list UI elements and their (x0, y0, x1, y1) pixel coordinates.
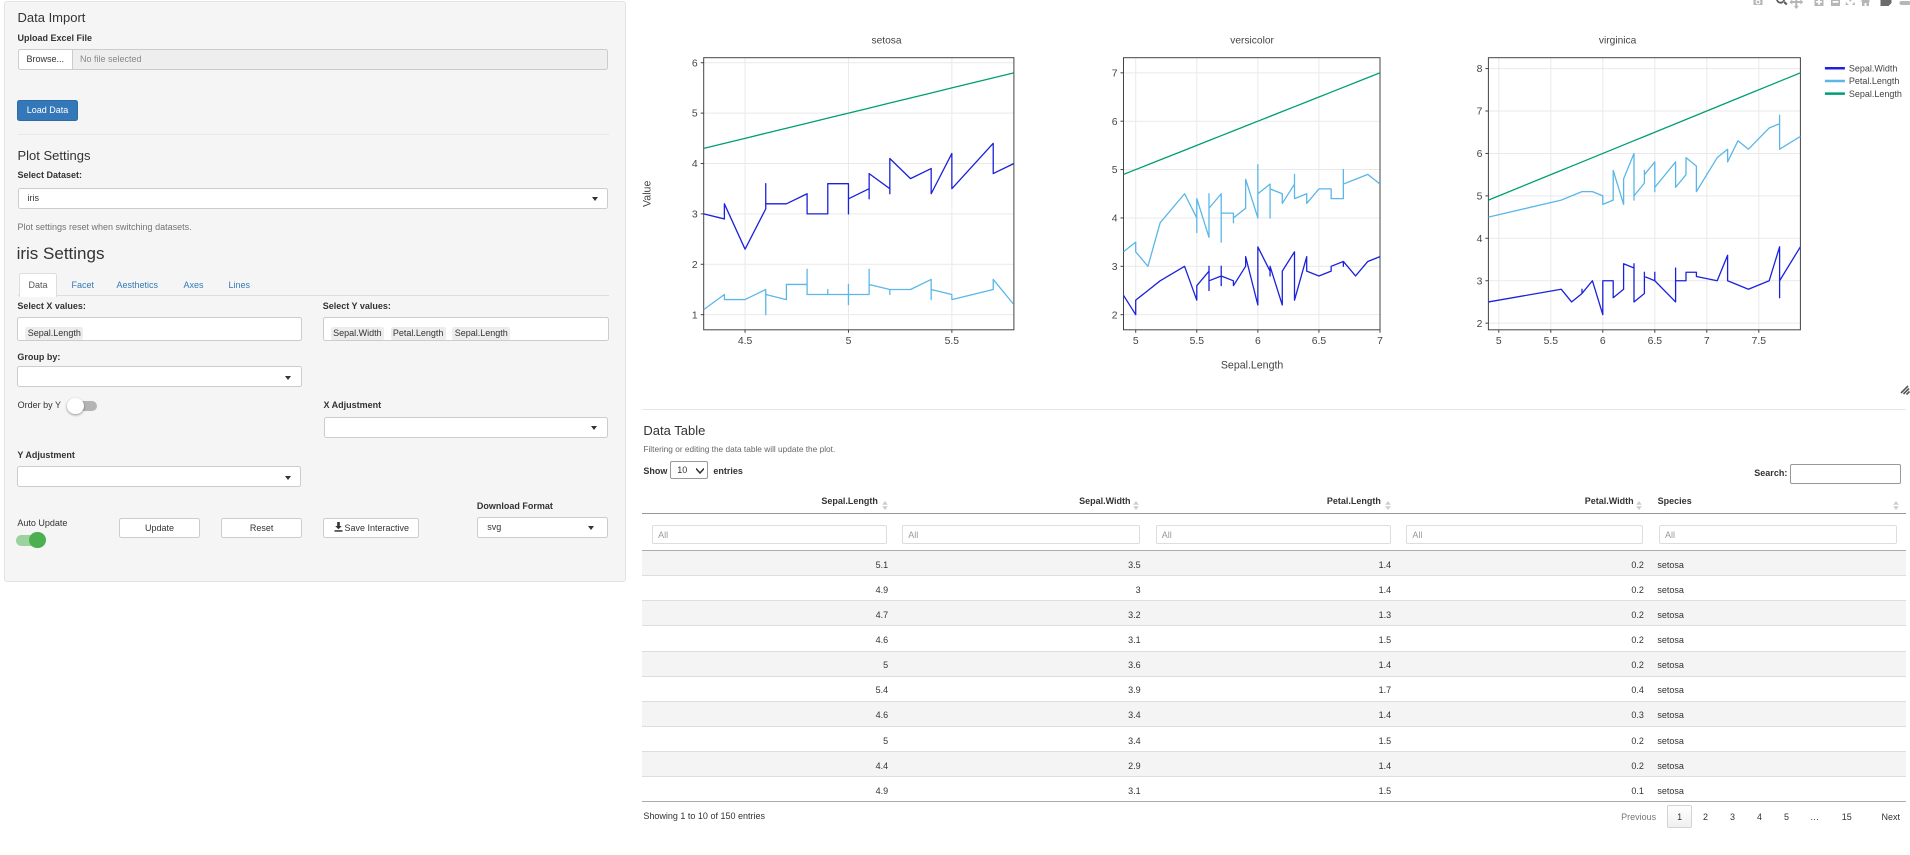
svg-text:Value: Value (642, 181, 654, 207)
svg-text:4: 4 (1112, 214, 1118, 225)
svg-text:4: 4 (692, 159, 698, 170)
svg-text:5: 5 (1477, 191, 1483, 202)
svg-text:5: 5 (1133, 336, 1139, 347)
svg-text:6.5: 6.5 (1312, 336, 1327, 347)
svg-text:6: 6 (692, 58, 698, 69)
svg-text:5: 5 (1496, 336, 1502, 347)
svg-text:virginica: virginica (1599, 36, 1637, 47)
svg-text:versicolor: versicolor (1230, 36, 1274, 47)
svg-text:1: 1 (692, 310, 698, 321)
svg-text:6.5: 6.5 (1648, 336, 1663, 347)
svg-text:5.5: 5.5 (1190, 336, 1205, 347)
svg-text:Sepal.Length: Sepal.Length (1849, 89, 1902, 99)
svg-text:Sepal.Length: Sepal.Length (1221, 359, 1284, 371)
svg-text:7.5: 7.5 (1752, 336, 1767, 347)
svg-text:7: 7 (1477, 107, 1483, 118)
svg-text:6: 6 (1600, 336, 1606, 347)
svg-text:4: 4 (1477, 234, 1483, 245)
svg-text:7: 7 (1377, 336, 1383, 347)
svg-text:3: 3 (1112, 262, 1118, 273)
svg-text:6: 6 (1255, 336, 1261, 347)
svg-text:Petal.Length: Petal.Length (1849, 76, 1900, 86)
svg-text:4.5: 4.5 (738, 336, 753, 347)
svg-text:5: 5 (846, 336, 852, 347)
svg-text:8: 8 (1477, 64, 1483, 75)
svg-text:3: 3 (692, 210, 698, 221)
svg-text:2: 2 (692, 260, 698, 271)
svg-text:5: 5 (1112, 165, 1118, 176)
svg-text:7: 7 (1704, 336, 1710, 347)
svg-text:7: 7 (1112, 68, 1118, 79)
svg-text:2: 2 (1112, 310, 1118, 321)
svg-text:5.5: 5.5 (945, 336, 960, 347)
svg-text:5: 5 (692, 109, 698, 120)
svg-text:2: 2 (1477, 319, 1483, 330)
svg-text:6: 6 (1477, 149, 1483, 160)
svg-text:3: 3 (1477, 276, 1483, 287)
svg-text:6: 6 (1112, 117, 1118, 128)
svg-text:5.5: 5.5 (1544, 336, 1559, 347)
svg-text:setosa: setosa (871, 36, 901, 47)
svg-text:Sepal.Width: Sepal.Width (1849, 63, 1898, 73)
